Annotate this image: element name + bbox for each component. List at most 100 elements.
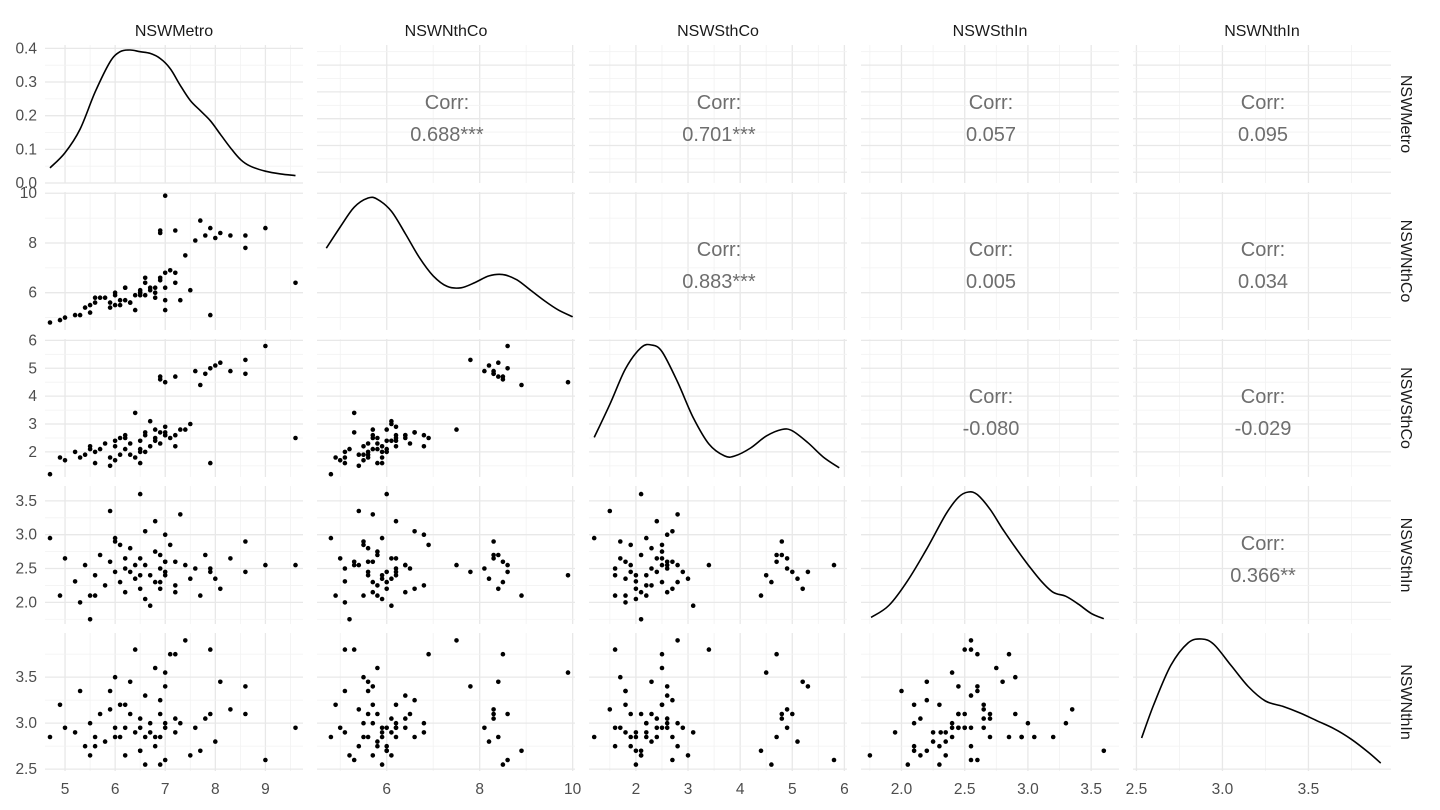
data-point bbox=[618, 674, 623, 680]
data-point bbox=[142, 693, 148, 698]
panel-grid-r0-c1 bbox=[317, 45, 575, 183]
data-point bbox=[956, 725, 961, 731]
data-point bbox=[77, 600, 83, 605]
data-point bbox=[183, 253, 188, 258]
data-point bbox=[623, 593, 628, 598]
data-point bbox=[82, 305, 88, 310]
data-point bbox=[351, 410, 357, 416]
data-point bbox=[127, 452, 133, 458]
data-point bbox=[519, 593, 524, 598]
data-point bbox=[162, 307, 168, 313]
data-point bbox=[337, 725, 343, 731]
data-point bbox=[127, 545, 133, 551]
data-point bbox=[365, 573, 371, 578]
data-point bbox=[633, 734, 639, 740]
data-point bbox=[92, 743, 98, 749]
density-curve-nswsthin bbox=[870, 491, 1105, 620]
data-point bbox=[347, 617, 352, 622]
x-tick-label: 2 bbox=[632, 781, 641, 798]
data-point bbox=[218, 360, 223, 366]
data-point bbox=[505, 757, 510, 763]
data-point bbox=[370, 512, 376, 517]
data-point bbox=[117, 435, 123, 441]
data-point bbox=[72, 312, 78, 318]
data-point bbox=[157, 228, 163, 233]
data-point bbox=[675, 562, 680, 568]
data-point bbox=[644, 583, 649, 588]
data-point bbox=[491, 716, 496, 721]
data-point bbox=[930, 739, 936, 744]
data-point bbox=[365, 711, 371, 717]
data-point bbox=[77, 688, 83, 694]
corr-value: 0.057 bbox=[966, 124, 1016, 146]
data-point bbox=[612, 743, 618, 749]
y-tick-label: 0.0 bbox=[15, 175, 37, 192]
data-point bbox=[112, 292, 118, 298]
data-point bbox=[924, 697, 930, 703]
data-point bbox=[263, 757, 268, 763]
data-point bbox=[107, 300, 113, 305]
data-point bbox=[375, 711, 380, 717]
corr-value: 0.095 bbox=[1238, 124, 1288, 146]
data-point bbox=[496, 734, 501, 740]
data-point bbox=[142, 596, 148, 602]
data-point bbox=[565, 379, 571, 385]
data-point bbox=[193, 566, 198, 571]
data-point bbox=[675, 743, 680, 749]
data-point bbox=[117, 542, 123, 548]
data-point bbox=[638, 711, 644, 717]
data-point bbox=[1101, 748, 1107, 754]
data-point bbox=[670, 757, 675, 763]
data-point bbox=[633, 579, 639, 584]
data-point bbox=[384, 446, 390, 452]
data-point bbox=[491, 552, 496, 558]
strip-label-right-nswnthco: NSWNthCo bbox=[1397, 220, 1414, 303]
data-point bbox=[924, 748, 930, 754]
data-point bbox=[987, 734, 993, 740]
corr-label: Corr: bbox=[425, 92, 469, 114]
density-curve-nswsthco bbox=[593, 343, 840, 469]
data-point bbox=[393, 444, 399, 449]
data-point bbox=[393, 734, 399, 740]
scatter-panel-nswsthco-vs-nswnthco bbox=[328, 343, 571, 477]
data-point bbox=[365, 679, 371, 685]
data-point bbox=[365, 569, 371, 575]
data-point bbox=[107, 559, 113, 565]
panel-grid-r2-c2 bbox=[589, 339, 847, 477]
data-point bbox=[243, 233, 248, 238]
data-point bbox=[361, 539, 366, 544]
data-point bbox=[918, 753, 923, 758]
data-point bbox=[356, 463, 362, 469]
data-point bbox=[173, 583, 178, 588]
data-point bbox=[379, 730, 385, 735]
data-point bbox=[628, 743, 633, 749]
data-point bbox=[198, 748, 203, 754]
data-point bbox=[654, 734, 660, 740]
data-point bbox=[763, 573, 769, 578]
data-point bbox=[649, 679, 654, 685]
data-point bbox=[659, 549, 665, 554]
strip-label-right-nswnthin: NSWNthIn bbox=[1397, 664, 1414, 740]
data-point bbox=[117, 302, 123, 308]
data-point bbox=[173, 270, 178, 276]
data-point bbox=[97, 446, 103, 452]
data-point bbox=[342, 566, 348, 571]
data-point bbox=[1019, 734, 1024, 740]
data-point bbox=[421, 432, 427, 438]
data-point bbox=[62, 458, 68, 463]
data-point bbox=[147, 287, 153, 293]
corr-value: 0.005 bbox=[966, 271, 1016, 293]
scatter-panel-nswnthin-vs-nswsthco bbox=[591, 638, 837, 767]
data-point bbox=[994, 665, 999, 671]
data-point bbox=[147, 730, 153, 735]
data-point bbox=[142, 529, 148, 534]
data-point bbox=[384, 491, 390, 497]
data-point bbox=[361, 720, 366, 726]
data-point bbox=[412, 697, 417, 703]
data-point bbox=[87, 302, 93, 308]
data-point bbox=[87, 593, 93, 598]
data-point bbox=[213, 739, 218, 744]
data-point bbox=[389, 753, 394, 758]
data-point bbox=[680, 725, 686, 731]
data-point bbox=[638, 753, 644, 758]
